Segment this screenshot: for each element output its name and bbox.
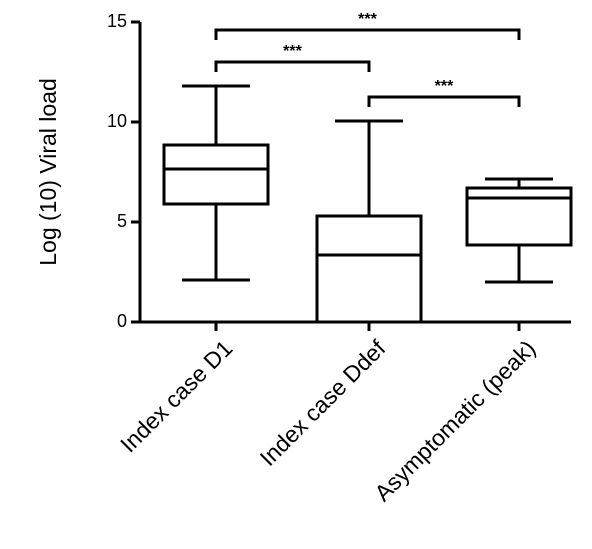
bracket-line: [214, 60, 371, 72]
category-labels: Index case D1 Index case DdefAsymptomatic…: [115, 322, 540, 506]
significance-label: ***: [435, 78, 454, 95]
bracket-line: [367, 95, 521, 107]
y-ticks: 0 5 10 15: [107, 11, 140, 331]
box-3: [465, 177, 573, 284]
y-tick-label: 15: [107, 11, 127, 31]
significance-brackets: *** *** ***: [214, 11, 521, 107]
iqr-box: [162, 143, 270, 206]
boxes: [162, 84, 573, 324]
category-label: Index case D1: [115, 335, 237, 457]
box-1: [162, 84, 270, 282]
category-label: Asymptomatic (peak): [369, 335, 540, 506]
significance-bracket: ***: [367, 78, 521, 107]
category-label: Index case Ddef: [254, 335, 390, 471]
box-2: [315, 119, 423, 324]
y-axis-label: Log (10) Viral load: [35, 78, 61, 266]
bracket-line: [214, 28, 521, 40]
iqr-box: [315, 214, 423, 324]
y-tick-label: 10: [107, 111, 127, 131]
significance-label: ***: [358, 11, 377, 28]
significance-bracket: ***: [214, 43, 371, 72]
significance-bracket: ***: [214, 11, 521, 40]
y-tick-label: 0: [117, 311, 127, 331]
y-tick-label: 5: [117, 211, 127, 231]
significance-label: ***: [283, 43, 302, 60]
